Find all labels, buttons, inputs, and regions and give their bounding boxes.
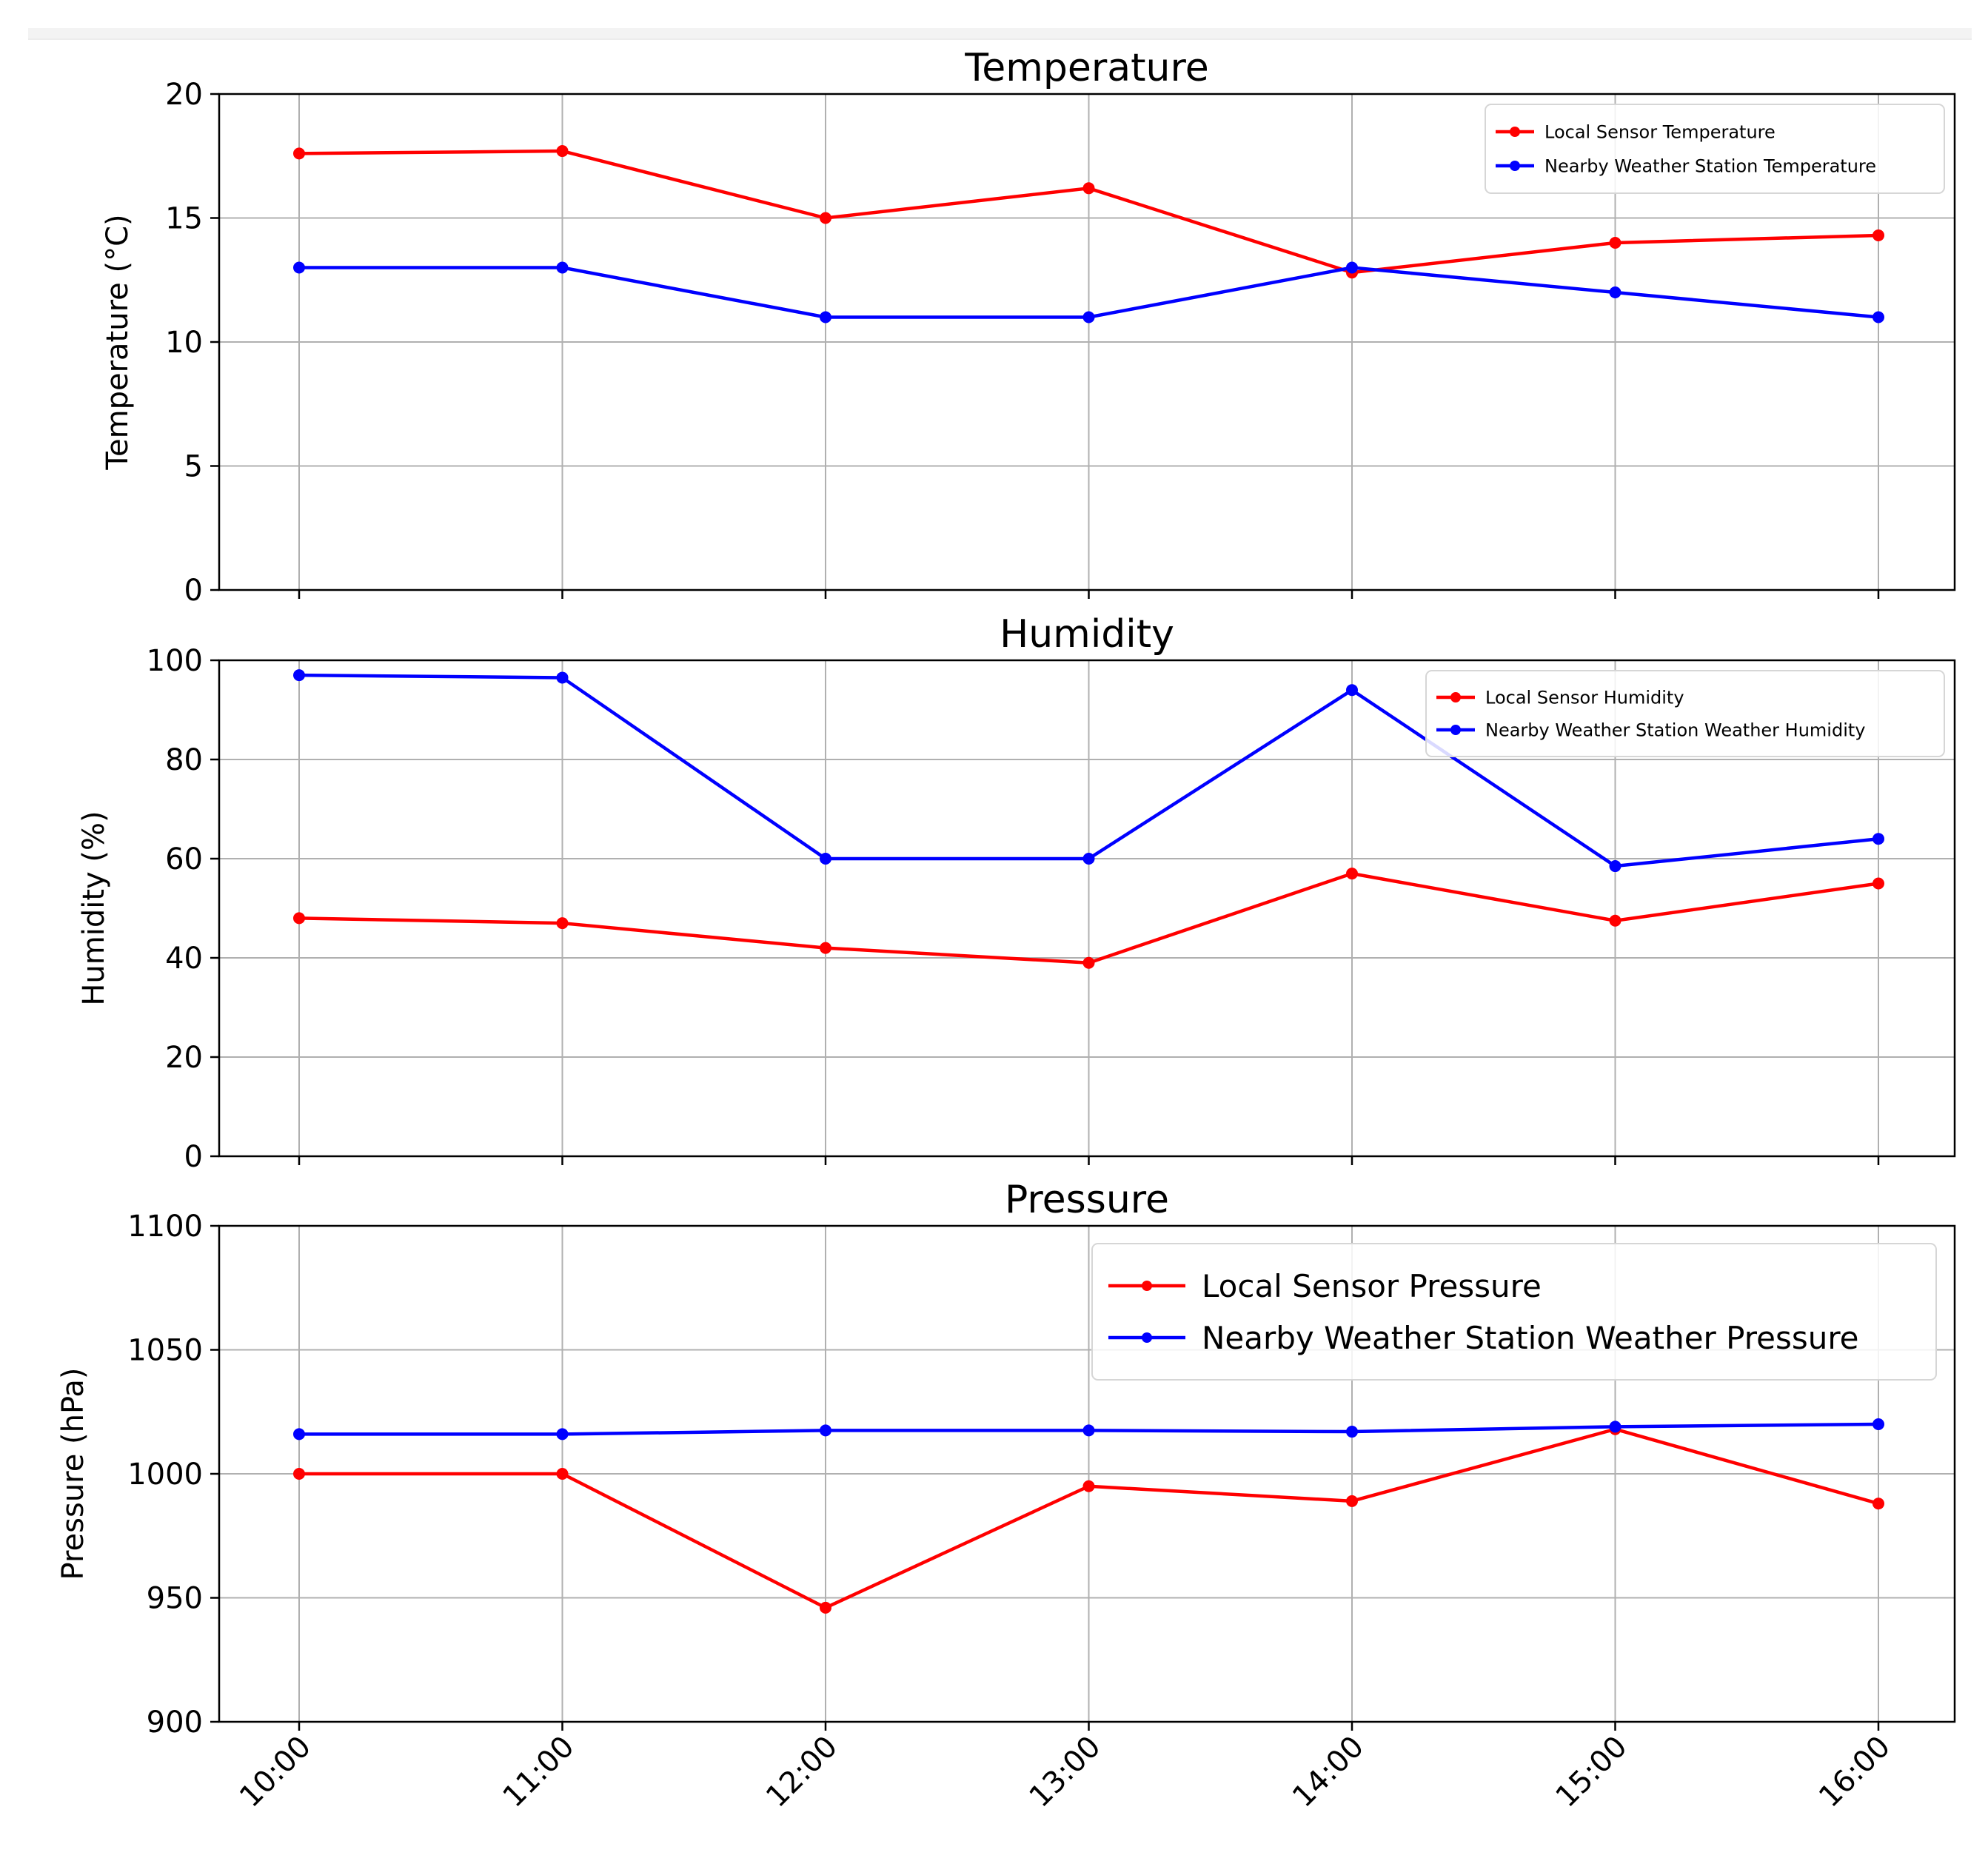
y-tick-label: 10 <box>165 326 203 360</box>
data-point <box>1872 229 1884 241</box>
temperature-panel: 0 5 10 15 20 Temperature Temperature (°C) Local… <box>101 46 1956 608</box>
legend-label: Nearby Weather Station Weather Humidity <box>1485 720 1866 741</box>
legend-swatch-marker <box>1510 161 1520 171</box>
window-top-strip <box>28 28 1972 40</box>
data-point <box>1872 877 1884 890</box>
data-point <box>556 1468 569 1480</box>
y-tick-label: 5 <box>184 450 203 484</box>
data-point <box>1082 311 1095 323</box>
data-point <box>556 1428 569 1441</box>
y-axis-label: Pressure (hPa) <box>56 1368 90 1580</box>
data-point <box>556 671 569 684</box>
legend-label: Local Sensor Temperature <box>1544 122 1776 143</box>
y-axis-label: Humidity (%) <box>77 811 111 1005</box>
y-tick-label: 1000 <box>127 1458 203 1492</box>
data-point <box>1346 684 1358 697</box>
data-point <box>556 145 569 158</box>
data-point <box>1082 182 1095 195</box>
y-tick-label: 20 <box>165 78 203 112</box>
data-point <box>1872 311 1884 323</box>
data-point <box>1082 1480 1095 1492</box>
y-tick-label: 100 <box>147 644 203 678</box>
x-tick-label: 11:00 <box>497 1730 581 1814</box>
data-point <box>1872 1418 1884 1430</box>
data-point <box>820 1601 831 1614</box>
x-tick-label: 12:00 <box>760 1730 844 1814</box>
data-point <box>1609 860 1621 873</box>
data-point <box>1609 914 1621 927</box>
legend-swatch-marker <box>1142 1332 1152 1343</box>
legend-swatch-marker <box>1142 1281 1152 1291</box>
y-tick-label: 1100 <box>127 1210 203 1244</box>
y-tick-label: 1050 <box>127 1334 203 1368</box>
data-point <box>1082 853 1095 865</box>
chart-title: Pressure <box>1005 1178 1169 1222</box>
data-point <box>820 212 831 224</box>
data-point <box>1346 868 1358 880</box>
data-point <box>820 853 831 865</box>
data-point <box>556 261 569 274</box>
legend: Local Sensor Temperature Nearby Weather S… <box>1485 104 1945 194</box>
data-point <box>1346 1426 1358 1438</box>
x-tick-label: 14:00 <box>1286 1730 1370 1814</box>
data-point <box>1609 1421 1621 1433</box>
y-tick-label: 0 <box>184 1140 203 1174</box>
legend-box <box>1425 670 1945 757</box>
y-tick-label: 40 <box>165 942 203 976</box>
data-point <box>1082 1424 1095 1437</box>
data-point <box>293 912 305 925</box>
data-point <box>1872 1498 1884 1510</box>
y-tick-label: 80 <box>165 743 203 777</box>
legend-swatch-marker <box>1510 127 1520 137</box>
humidity-panel: 0 20 40 60 80 100 Humidity Humidity (%) Local Se… <box>77 612 1956 1174</box>
data-point <box>1082 956 1095 969</box>
chart-title: Humidity <box>1000 612 1174 657</box>
legend-label: Local Sensor Pressure <box>1202 1268 1542 1304</box>
data-point <box>1346 1495 1358 1507</box>
y-tick-label: 20 <box>165 1041 203 1075</box>
legend-swatch-marker <box>1450 692 1461 702</box>
data-point <box>293 669 305 682</box>
data-point <box>293 147 305 160</box>
data-point <box>1609 237 1621 249</box>
data-point <box>820 311 831 323</box>
legend-box <box>1485 104 1945 194</box>
y-tick-label: 60 <box>165 842 203 876</box>
data-point <box>293 1468 305 1480</box>
data-point <box>293 261 305 274</box>
legend-box <box>1091 1243 1937 1381</box>
x-tick-label: 10:00 <box>233 1730 318 1814</box>
legend-swatch-marker <box>1450 725 1461 735</box>
data-point <box>556 917 569 930</box>
pressure-panel: 900 950 1000 1050 1100 10:00 11:00 12:00 13:00 14… <box>56 1178 1956 1814</box>
legend: Local Sensor Pressure Nearby Weather Stat… <box>1091 1243 1937 1381</box>
y-tick-label: 950 <box>147 1582 203 1616</box>
data-point <box>1872 833 1884 845</box>
data-point <box>1346 261 1358 274</box>
y-tick-label: 900 <box>147 1706 203 1740</box>
legend-label: Local Sensor Humidity <box>1485 688 1684 708</box>
y-tick-label: 15 <box>165 202 203 236</box>
legend-label: Nearby Weather Station Temperature <box>1544 156 1876 177</box>
axes-frame <box>218 659 1956 1158</box>
data-point <box>820 942 831 954</box>
chart-title: Temperature <box>964 46 1208 90</box>
data-point <box>820 1424 831 1437</box>
x-tick-label: 13:00 <box>1023 1730 1108 1814</box>
x-tick-label: 15:00 <box>1550 1730 1634 1814</box>
y-axis-label: Temperature (°C) <box>101 214 135 470</box>
x-tick-label: 16:00 <box>1813 1730 1897 1814</box>
data-point <box>1609 286 1621 298</box>
y-tick-label: 0 <box>184 574 203 608</box>
legend-label: Nearby Weather Station Weather Pressure <box>1202 1320 1859 1356</box>
data-point <box>293 1428 305 1441</box>
legend: Local Sensor Humidity Nearby Weather Stat… <box>1425 670 1945 757</box>
